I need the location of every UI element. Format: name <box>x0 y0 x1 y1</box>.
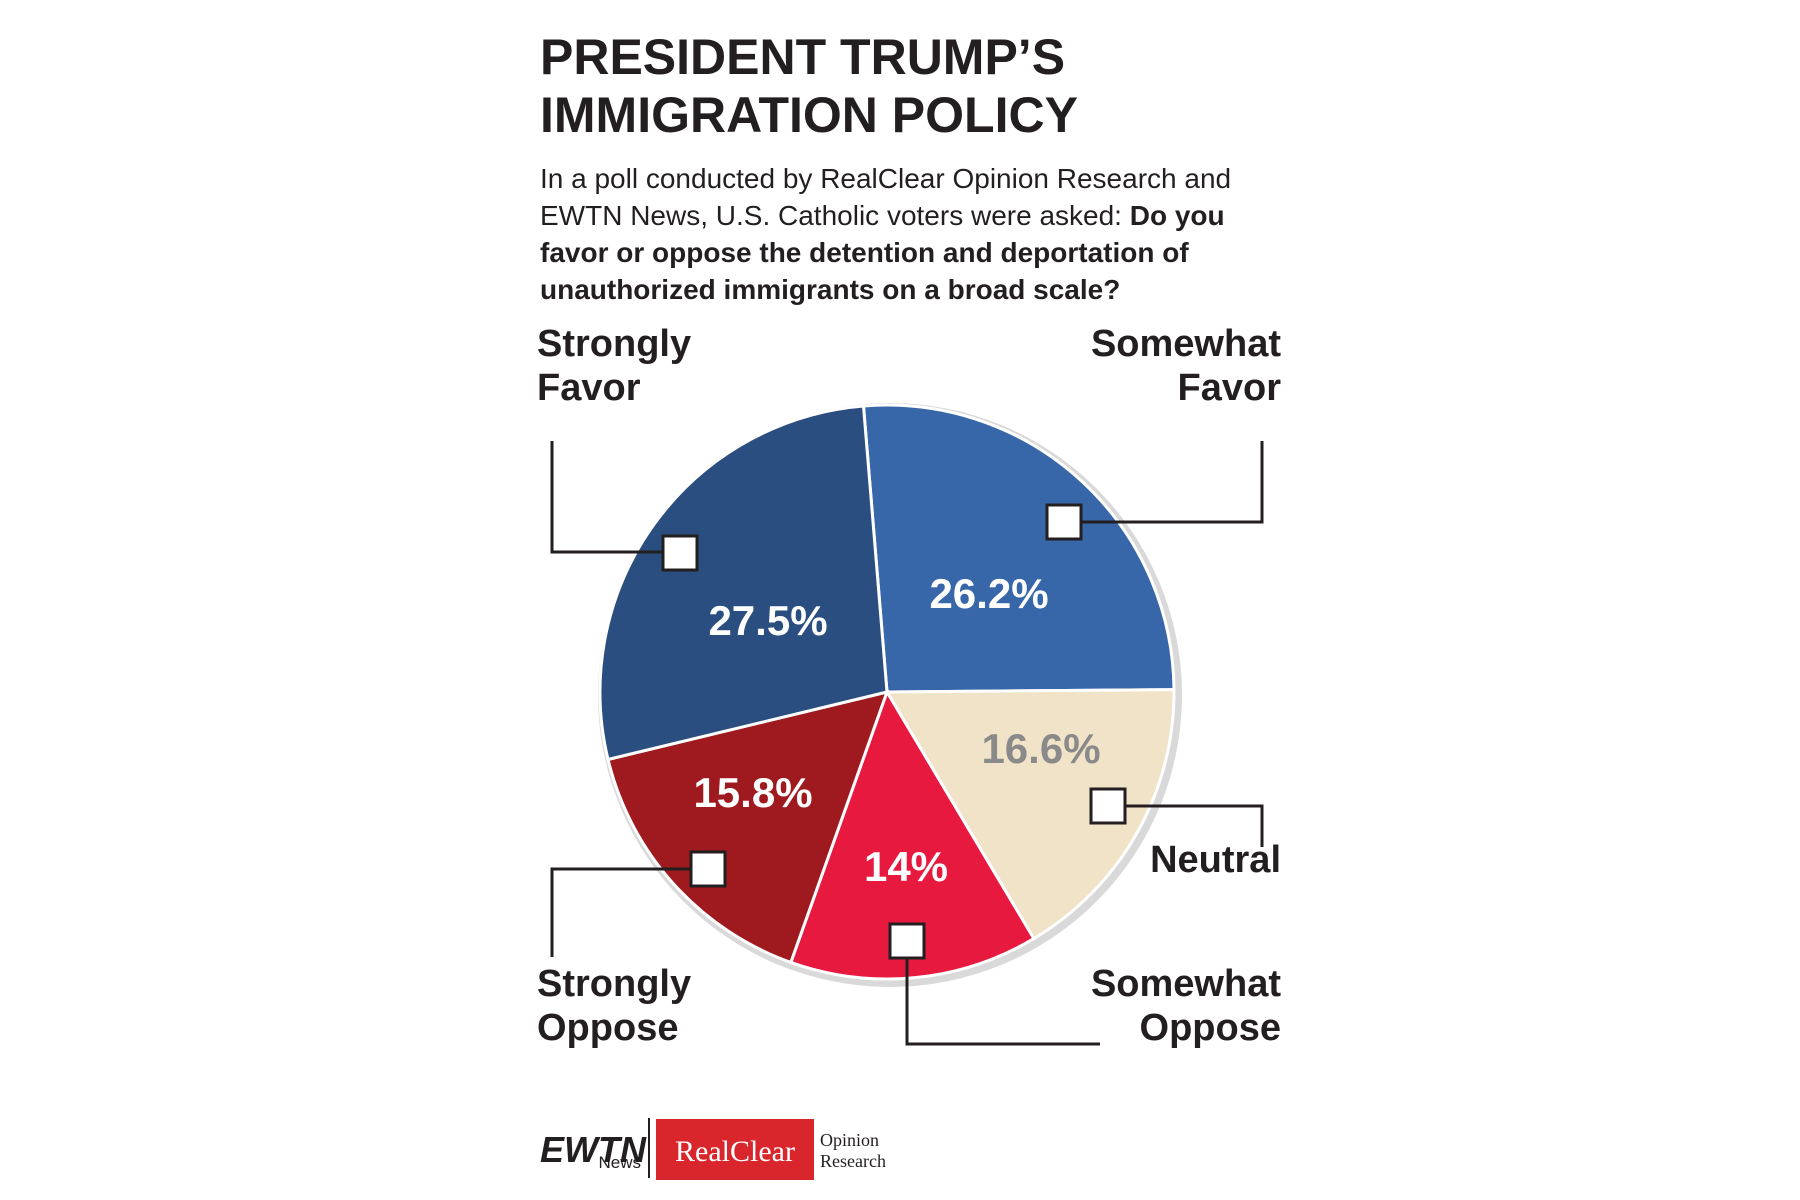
pie-slice <box>884 688 1176 941</box>
pie-slice <box>788 688 1036 981</box>
category-label: Somewhat Oppose <box>1091 963 1281 1049</box>
category-label: Strongly Favor <box>537 323 691 409</box>
pie-slice <box>861 403 1176 694</box>
marker <box>1089 787 1127 825</box>
pie-slice <box>606 689 890 965</box>
value-label: 26.2% <box>929 570 1048 617</box>
marker <box>661 534 699 572</box>
leader-line <box>550 441 664 554</box>
category-label: Somewhat Favor <box>1091 323 1281 409</box>
marker <box>689 850 727 888</box>
partner-sub: Opinion Research <box>820 1130 886 1171</box>
subtitle-text: In a poll conducted by RealClear Opinion… <box>540 163 1232 231</box>
value-label: 16.6% <box>981 725 1100 772</box>
category-label: Strongly Oppose <box>537 963 691 1049</box>
leader-line <box>1081 441 1264 524</box>
question: Do you favor or oppose the detention and… <box>540 200 1225 305</box>
value-label: 27.5% <box>708 597 827 644</box>
value-label: 14% <box>864 843 948 890</box>
brand-sub: News <box>598 1153 641 1172</box>
category-label: Neutral <box>1150 839 1281 881</box>
marker <box>1045 503 1083 541</box>
value-label: 15.8% <box>693 769 812 816</box>
marker <box>888 922 926 960</box>
leader-line <box>550 867 691 957</box>
brand-logo: EWTN <box>540 1129 647 1170</box>
chart-title: PRESIDENT TRUMP’S IMMIGRATION POLICY <box>540 29 1078 143</box>
leader-line <box>905 958 1100 1046</box>
pie-slice <box>598 404 889 762</box>
subtitle: In a poll conducted by RealClear Opinion… <box>540 160 1280 308</box>
leader-line <box>1125 804 1264 847</box>
partner-logo: RealClear <box>675 1135 795 1168</box>
partner-box <box>656 1119 814 1180</box>
